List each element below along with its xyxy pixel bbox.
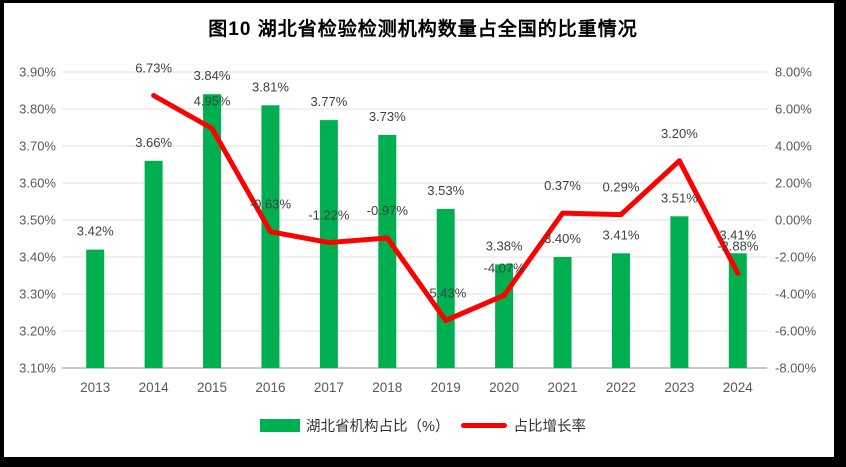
bar-label-2016: 3.81% [252, 79, 289, 94]
bar-2019 [436, 208, 455, 368]
right-axis-tick-label: 6.00% [775, 102, 812, 117]
left-axis-tick-label: 3.40% [19, 250, 56, 265]
legend: 湖北省机构占比（%） 占比增长率 [0, 415, 846, 436]
right-axis-tick-label: -4.00% [775, 287, 817, 302]
bar-2022 [611, 253, 630, 368]
line-label-2017: -1.22% [308, 208, 350, 223]
left-axis-tick-label: 3.10% [19, 361, 56, 376]
bar-label-2021: 3.40% [544, 231, 581, 246]
bar-label-2015: 3.84% [194, 68, 231, 83]
line-label-2024: -2.88% [717, 238, 759, 253]
bar-label-2017: 3.77% [310, 94, 347, 109]
line-series-swatch-icon [461, 423, 508, 428]
x-axis-label-2024: 2024 [723, 380, 754, 395]
right-axis-tick-label: -8.00% [775, 361, 817, 376]
right-axis-tick-label: 2.00% [775, 176, 812, 191]
line-label-2022: 0.29% [603, 180, 640, 195]
bar-2016 [261, 105, 280, 369]
legend-label-line-series: 占比增长率 [513, 419, 586, 435]
left-axis-tick-label: 3.70% [19, 139, 56, 154]
x-axis-label-2021: 2021 [548, 380, 578, 395]
line-label-2020: -4.07% [484, 260, 526, 275]
x-axis-label-2016: 2016 [255, 380, 285, 395]
x-axis-label-2020: 2020 [489, 380, 519, 395]
line-label-2018: -0.97% [367, 203, 409, 218]
bar-2014 [144, 160, 163, 368]
right-axis-tick-label: -2.00% [775, 250, 817, 265]
right-axis-tick-label: 8.00% [775, 65, 812, 80]
bar-label-2019: 3.53% [427, 183, 464, 198]
left-axis-tick-label: 3.20% [19, 324, 56, 339]
left-axis-tick-label: 3.30% [19, 287, 56, 302]
growth-rate-line [151, 92, 741, 323]
legend-item-bar-series: 湖北省机构占比（%） [260, 415, 449, 436]
left-axis-tick-label: 3.80% [19, 102, 56, 117]
x-axis-label-2013: 2013 [80, 380, 110, 395]
x-axis-label-2018: 2018 [372, 380, 402, 395]
x-axis-label-2023: 2023 [664, 380, 694, 395]
right-axis-tick-label: -6.00% [775, 324, 817, 339]
bar-label-2023: 3.51% [661, 190, 698, 205]
x-axis-label-2017: 2017 [314, 380, 344, 395]
legend-label-bar-series: 湖北省机构占比（%） [306, 419, 450, 435]
x-axis-label-2014: 2014 [139, 380, 170, 395]
legend-item-line-series: 占比增长率 [461, 415, 586, 436]
x-axis-label-2019: 2019 [431, 380, 461, 395]
right-axis-tick-label: 4.00% [775, 139, 812, 154]
bar-label-2014: 3.66% [135, 135, 172, 150]
line-label-2016: -0.63% [250, 197, 292, 212]
bar-label-2018: 3.73% [369, 109, 406, 124]
x-axis-label-2022: 2022 [606, 380, 636, 395]
bar-2013 [86, 249, 105, 368]
x-axis-label-2015: 2015 [197, 380, 227, 395]
bar-2020 [495, 264, 514, 368]
bar-2024 [728, 253, 747, 368]
chart-title: 图10 湖北省检验检测机构数量占全国的比重情况 [208, 19, 638, 40]
right-axis-tick-label: 0.00% [775, 213, 812, 228]
bar-2021 [553, 257, 572, 368]
bar-label-2013: 3.42% [77, 224, 114, 239]
line-label-2019: -5.43% [425, 285, 467, 300]
bar-2023 [670, 216, 689, 368]
left-axis-tick-label: 3.50% [19, 213, 56, 228]
bar-2015 [203, 94, 222, 368]
line-label-2023: 3.20% [661, 126, 698, 141]
left-axis-tick-label: 3.90% [19, 65, 56, 80]
bar-series-swatch-icon [260, 419, 301, 432]
left-axis-tick-label: 3.60% [19, 176, 56, 191]
bar-2018 [378, 134, 397, 368]
bar-label-2020: 3.38% [486, 238, 523, 253]
bar-label-2024: 3.41% [719, 227, 756, 242]
line-label-2021: 0.37% [544, 178, 581, 193]
line-label-2014: 6.73% [135, 60, 172, 75]
bar-label-2022: 3.41% [603, 227, 640, 242]
line-label-2015: 4.95% [194, 93, 231, 108]
